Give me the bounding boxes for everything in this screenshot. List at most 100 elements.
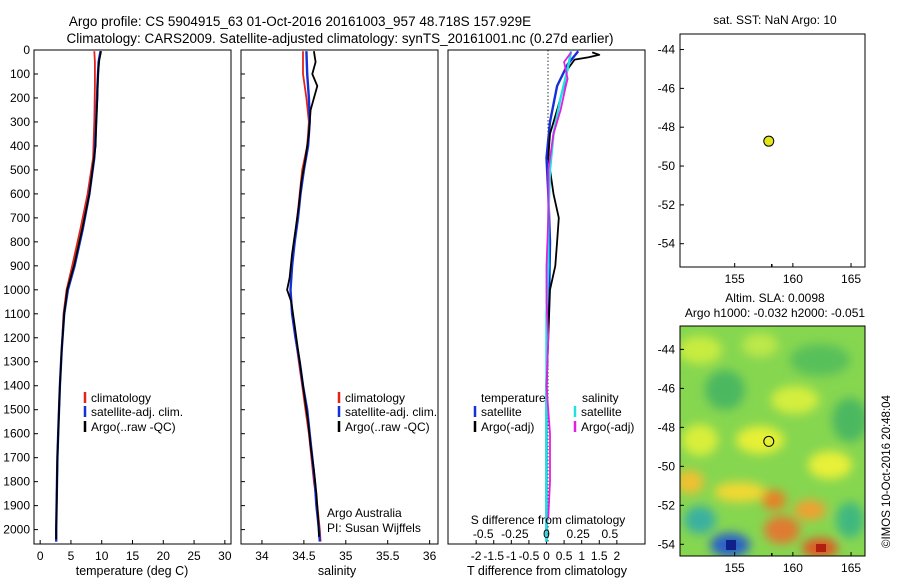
sla-blob bbox=[742, 333, 778, 357]
temperature-plot-frame bbox=[33, 49, 232, 545]
sla-blob bbox=[714, 482, 766, 502]
y-tick-label: 1100 bbox=[4, 307, 30, 321]
map-y-tick-label: -48 bbox=[658, 120, 676, 134]
x-tick-label: 5 bbox=[68, 549, 75, 563]
x-tick-label: -2 bbox=[471, 549, 482, 563]
legend-label-argo: Argo(..raw -QC) bbox=[91, 420, 176, 434]
y-tick-label: 1000 bbox=[3, 283, 30, 297]
x-tick-label: 1 bbox=[578, 549, 585, 563]
legend-label-climatology: climatology bbox=[345, 391, 405, 405]
legend-label-argo: Argo(..raw -QC) bbox=[345, 420, 430, 434]
y-tick-label: 500 bbox=[10, 163, 30, 177]
map-x-tick-label: 160 bbox=[783, 561, 803, 575]
legend-title-salinity: salinity bbox=[582, 391, 619, 405]
x-tick-label: -1.5 bbox=[483, 549, 504, 563]
sla-blob bbox=[836, 502, 864, 538]
salinity-profile-panel: 34 34.5 35 35.5 36 climatology satellite-adj… bbox=[240, 49, 439, 578]
x-tick-label: 15 bbox=[126, 549, 140, 563]
series-line-t-argo-adj- bbox=[545, 51, 601, 530]
map-y-tick-label: -54 bbox=[658, 537, 676, 551]
x-tick-label: 0 bbox=[543, 549, 550, 563]
sla-blob bbox=[736, 426, 784, 454]
x-tick-label: 0 bbox=[37, 549, 44, 563]
x-tick-label: -1 bbox=[506, 549, 517, 563]
imos-credit: ©IMOS 10-Oct-2016 20:48:04 bbox=[881, 394, 893, 548]
sla-blob bbox=[682, 424, 718, 456]
sla-blob bbox=[705, 370, 745, 410]
sla-hotspot-red bbox=[816, 544, 826, 552]
map-y-tick-label: -46 bbox=[658, 381, 676, 395]
y-tick-label: 1700 bbox=[3, 451, 30, 465]
sla-blob bbox=[684, 506, 716, 534]
sla-map-panel: Altim. SLA: 0.0098 Argo h1000: -0.032 h2… bbox=[658, 291, 893, 575]
sst-map-frame bbox=[679, 33, 866, 268]
temperature-x-axis-label: temperature (deg C) bbox=[76, 564, 189, 578]
sla-blob bbox=[771, 386, 819, 414]
difference-x-axis-label: T difference from climatology bbox=[467, 564, 628, 578]
y-tick-label: 1300 bbox=[3, 355, 30, 369]
map-y-tick-label: -54 bbox=[658, 237, 676, 251]
x-tick-label: 30 bbox=[218, 549, 232, 563]
x-tick-label: 1.5 bbox=[591, 549, 608, 563]
legend-label-climatology: climatology bbox=[91, 391, 151, 405]
x-tick-label: 0.5 bbox=[556, 549, 573, 563]
y-tick-label: 1800 bbox=[3, 475, 30, 489]
x-tick-label: 10 bbox=[95, 549, 109, 563]
difference-profile-panel: -2 -1.5 -1 -0.5 0 0.5 1 1.5 2 temperature satell… bbox=[447, 49, 646, 578]
legend-label-t-argo: Argo(-adj) bbox=[481, 420, 534, 434]
map-y-tick-label: -52 bbox=[658, 498, 676, 512]
s-tick-label: 0.25 bbox=[566, 527, 590, 541]
s-tick-label: -0.25 bbox=[501, 527, 529, 541]
y-tick-label: 1600 bbox=[3, 427, 30, 441]
sla-blob bbox=[832, 398, 865, 442]
y-tick-label: 900 bbox=[10, 259, 30, 273]
sla-blob bbox=[762, 490, 786, 510]
x-tick-label: 35.5 bbox=[376, 549, 400, 563]
y-tick-label: 1400 bbox=[3, 379, 30, 393]
map-y-tick-label: -52 bbox=[658, 198, 676, 212]
temperature-profile-panel: 0100200300400500600700800900100011001200… bbox=[3, 43, 232, 578]
sla-blob bbox=[790, 344, 850, 376]
map-x-tick-label: 165 bbox=[841, 272, 861, 286]
y-tick-label: 1200 bbox=[3, 331, 30, 345]
y-tick-label: 600 bbox=[10, 187, 30, 201]
legend-label-t-satellite: satellite bbox=[481, 405, 522, 419]
map-y-tick-label: -44 bbox=[658, 342, 676, 356]
x-tick-label: -0.5 bbox=[519, 549, 540, 563]
y-tick-label: 1900 bbox=[3, 499, 30, 513]
argo-position-marker bbox=[763, 435, 775, 447]
s-tick-label: -0.5 bbox=[473, 527, 494, 541]
y-tick-label: 1500 bbox=[3, 403, 30, 417]
temperature-legend: climatology satellite-adj. clim. Argo(..… bbox=[83, 391, 183, 434]
map-x-tick-label: 155 bbox=[725, 561, 745, 575]
s-difference-label: S difference from climatology bbox=[471, 513, 626, 527]
sla-heatmap-field bbox=[680, 333, 865, 556]
salinity-x-axis-label: salinity bbox=[318, 564, 357, 578]
sla-map-title: Altim. SLA: 0.0098 bbox=[725, 291, 825, 305]
map-y-tick-label: -46 bbox=[658, 81, 676, 95]
legend-label-satellite-adj: satellite-adj. clim. bbox=[91, 405, 183, 419]
y-tick-label: 300 bbox=[10, 115, 30, 129]
sst-map-panel: sat. SST: NaN Argo: 10 155 160 165 -44 -46 -4… bbox=[658, 13, 866, 286]
difference-legend: temperature satellite Argo(-adj) salinit… bbox=[473, 391, 634, 434]
x-tick-label: 36 bbox=[423, 549, 437, 563]
salinity-legend: climatology satellite-adj. clim. Argo(..… bbox=[337, 391, 437, 434]
map-y-tick-label: -50 bbox=[658, 159, 676, 173]
sla-blob bbox=[680, 470, 704, 494]
s-tick-label: 0 bbox=[543, 527, 550, 541]
sla-blob bbox=[808, 451, 852, 479]
series-line-s-argo-adj- bbox=[545, 51, 572, 518]
map-x-tick-label: 160 bbox=[783, 272, 803, 286]
legend-label-s-argo: Argo(-adj) bbox=[581, 420, 634, 434]
map-y-tick-label: -48 bbox=[658, 420, 676, 434]
x-tick-label: 2 bbox=[614, 549, 621, 563]
figure-title-line1: Argo profile: CS 5904915_63 01-Oct-2016 … bbox=[69, 14, 531, 29]
map-x-tick-label: 155 bbox=[725, 272, 745, 286]
map-y-tick-label: -44 bbox=[658, 43, 676, 57]
map-y-tick-label: -50 bbox=[658, 459, 676, 473]
salinity-annotation-org: Argo Australia bbox=[327, 506, 402, 520]
y-tick-label: 200 bbox=[10, 91, 30, 105]
y-tick-label: 400 bbox=[10, 139, 30, 153]
sla-blob bbox=[680, 336, 722, 364]
